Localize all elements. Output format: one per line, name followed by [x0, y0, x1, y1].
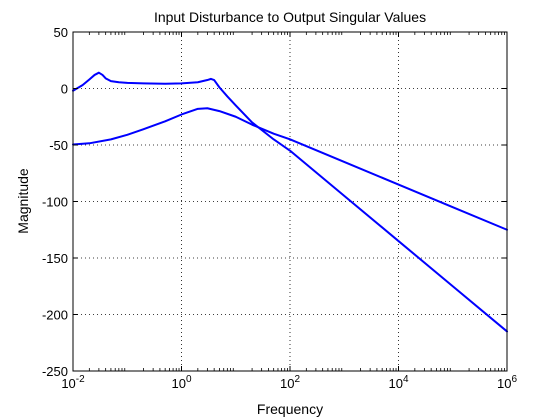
y-tick-label: -200 — [42, 308, 68, 323]
y-tick-label: -50 — [49, 138, 68, 153]
x-tick-label-base: 10 — [280, 376, 294, 391]
x-tick-label-base: 10 — [61, 376, 75, 391]
x-tick-label-exponent: 6 — [511, 374, 517, 385]
x-tick-label-base: 10 — [171, 376, 185, 391]
x-tick-label-exponent: 2 — [294, 374, 300, 385]
x-tick-labels: 10-2 100 102 104 106 — [61, 374, 517, 391]
y-tick-label: 50 — [54, 25, 68, 40]
y-tick-label: -150 — [42, 251, 68, 266]
x-tick-label: 10-2 — [61, 374, 85, 391]
x-tick-label-exponent: 4 — [403, 374, 409, 385]
y-tick-label: 0 — [61, 82, 68, 97]
x-axis-label: Frequency — [257, 401, 323, 417]
x-tick-label-exponent: 0 — [186, 374, 192, 385]
x-tick-label: 100 — [171, 374, 191, 391]
chart-title: Input Disturbance to Output Singular Val… — [154, 9, 426, 25]
x-tick-label: 102 — [280, 374, 300, 391]
y-tick-label: -100 — [42, 195, 68, 210]
series-layer — [72, 71, 508, 333]
x-tick-label-base: 10 — [497, 376, 511, 391]
y-axis-label: Magnitude — [15, 168, 31, 234]
x-tick-label: 106 — [497, 374, 517, 391]
x-tick-label: 104 — [388, 374, 408, 391]
grid — [73, 32, 507, 371]
y-tick-labels: 50 0 -50 -100 -150 -200 -250 — [42, 25, 68, 379]
x-tick-label-exponent: -2 — [76, 374, 85, 385]
singular-value-line-1 — [72, 71, 508, 333]
ticks — [72, 31, 508, 372]
y-tick-label: -250 — [42, 364, 68, 379]
singular-value-line-2 — [72, 107, 508, 231]
x-tick-label-base: 10 — [388, 376, 402, 391]
